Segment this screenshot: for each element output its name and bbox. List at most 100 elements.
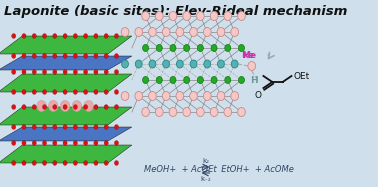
Circle shape	[142, 11, 149, 21]
Text: MeOH+  + AcOEt: MeOH+ + AcOEt	[144, 165, 217, 174]
Circle shape	[149, 91, 156, 100]
Circle shape	[197, 45, 203, 51]
Circle shape	[115, 70, 119, 74]
Circle shape	[143, 45, 149, 51]
Circle shape	[72, 100, 82, 111]
Circle shape	[162, 27, 170, 36]
Circle shape	[53, 90, 57, 94]
Circle shape	[49, 100, 58, 111]
Circle shape	[84, 161, 88, 165]
Circle shape	[73, 161, 77, 165]
Circle shape	[73, 34, 77, 38]
Circle shape	[121, 27, 129, 36]
Circle shape	[32, 105, 36, 109]
Circle shape	[115, 125, 119, 129]
Circle shape	[84, 70, 88, 74]
Text: k₂: k₂	[202, 158, 209, 164]
Circle shape	[84, 105, 88, 109]
Text: ke: ke	[242, 50, 254, 59]
Circle shape	[197, 76, 203, 84]
Circle shape	[22, 54, 26, 58]
Circle shape	[63, 105, 67, 109]
Circle shape	[104, 141, 108, 145]
Circle shape	[22, 34, 26, 38]
Circle shape	[12, 34, 16, 38]
Circle shape	[63, 90, 67, 94]
Circle shape	[53, 105, 57, 109]
Circle shape	[184, 45, 190, 51]
Polygon shape	[0, 107, 132, 125]
Circle shape	[142, 108, 149, 117]
Circle shape	[197, 108, 204, 117]
Circle shape	[42, 34, 46, 38]
Circle shape	[176, 27, 184, 36]
Circle shape	[176, 91, 184, 100]
Circle shape	[94, 70, 98, 74]
Polygon shape	[0, 74, 132, 92]
Circle shape	[197, 11, 204, 21]
Circle shape	[248, 62, 256, 70]
Circle shape	[104, 54, 108, 58]
Circle shape	[53, 54, 57, 58]
Circle shape	[22, 141, 26, 145]
Circle shape	[37, 100, 46, 111]
Circle shape	[53, 70, 57, 74]
Circle shape	[32, 141, 36, 145]
Circle shape	[135, 60, 142, 68]
Circle shape	[84, 90, 88, 94]
Circle shape	[115, 90, 119, 94]
Circle shape	[115, 141, 119, 145]
Circle shape	[22, 90, 26, 94]
Circle shape	[60, 100, 70, 111]
Circle shape	[63, 141, 67, 145]
Polygon shape	[0, 127, 132, 141]
Circle shape	[63, 70, 67, 74]
Circle shape	[42, 54, 46, 58]
Circle shape	[169, 108, 177, 117]
Circle shape	[135, 27, 143, 36]
Circle shape	[149, 60, 156, 68]
Circle shape	[73, 90, 77, 94]
Circle shape	[231, 60, 238, 68]
Circle shape	[190, 27, 197, 36]
Circle shape	[94, 34, 98, 38]
Polygon shape	[0, 145, 132, 163]
Circle shape	[84, 100, 93, 111]
Circle shape	[163, 60, 170, 68]
Circle shape	[224, 108, 232, 117]
Circle shape	[12, 125, 16, 129]
Circle shape	[12, 54, 16, 58]
Circle shape	[231, 91, 239, 100]
Circle shape	[217, 60, 225, 68]
Circle shape	[32, 125, 36, 129]
Circle shape	[104, 70, 108, 74]
Circle shape	[204, 60, 211, 68]
Circle shape	[53, 125, 57, 129]
Circle shape	[210, 11, 218, 21]
Circle shape	[122, 60, 129, 68]
Circle shape	[170, 76, 176, 84]
Text: O: O	[255, 91, 262, 100]
Circle shape	[149, 27, 156, 36]
Circle shape	[156, 45, 162, 51]
Polygon shape	[0, 56, 132, 70]
Circle shape	[94, 161, 98, 165]
Text: H: H	[251, 76, 258, 85]
Circle shape	[94, 54, 98, 58]
Circle shape	[12, 141, 16, 145]
Circle shape	[211, 45, 217, 51]
Circle shape	[143, 76, 149, 84]
Circle shape	[32, 161, 36, 165]
Circle shape	[22, 125, 26, 129]
Text: k₋₂: k₋₂	[200, 176, 211, 182]
Circle shape	[84, 34, 88, 38]
Circle shape	[53, 34, 57, 38]
Circle shape	[12, 70, 16, 74]
Circle shape	[12, 105, 16, 109]
Circle shape	[203, 27, 211, 36]
Circle shape	[135, 91, 143, 100]
Circle shape	[239, 76, 245, 84]
Circle shape	[239, 45, 245, 51]
Text: Laponite (basic sites): Eley-Rideal mechanism: Laponite (basic sites): Eley-Rideal mech…	[4, 4, 348, 18]
Circle shape	[42, 161, 46, 165]
